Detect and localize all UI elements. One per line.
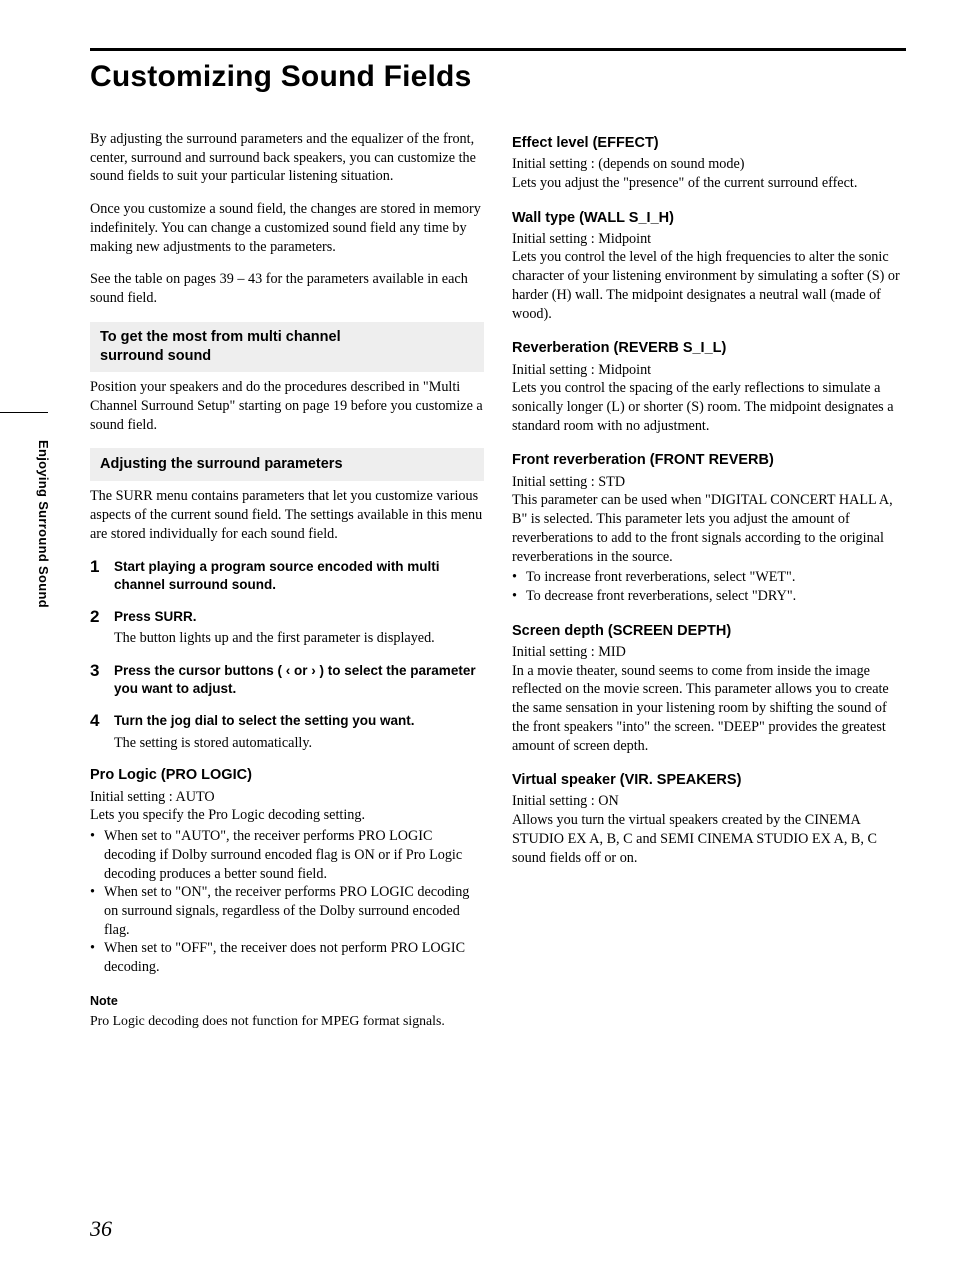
param-init: Initial setting : Midpoint xyxy=(512,230,906,249)
step-3: 3 Press the cursor buttons ( ‹ or › ) to… xyxy=(90,662,484,698)
step-num: 3 xyxy=(90,662,114,698)
step-body: Press SURR. The button lights up and the… xyxy=(114,608,484,648)
step-body: Turn the jog dial to select the setting … xyxy=(114,712,484,752)
step-plain: The button lights up and the first param… xyxy=(114,629,484,648)
param-title: Reverberation (REVERB S_I_L) xyxy=(512,339,906,358)
bullet-dot: • xyxy=(512,568,526,587)
box1-body: Position your speakers and do the proced… xyxy=(90,378,484,434)
param-title: Effect level (EFFECT) xyxy=(512,134,906,153)
step-bold: Turn the jog dial to select the setting … xyxy=(114,712,484,730)
side-tab xyxy=(0,412,48,430)
param-init: Initial setting : AUTO xyxy=(90,788,484,807)
step-2: 2 Press SURR. The button lights up and t… xyxy=(90,608,484,648)
param-body: Lets you control the level of the high f… xyxy=(512,248,906,323)
param-screen-depth: Screen depth (SCREEN DEPTH) Initial sett… xyxy=(512,622,906,756)
step-num: 2 xyxy=(90,608,114,648)
page-title: Customizing Sound Fields xyxy=(90,60,471,94)
content-columns: By adjusting the surround parameters and… xyxy=(90,130,906,1031)
intro-para-2: Once you customize a sound field, the ch… xyxy=(90,200,484,256)
step-num: 1 xyxy=(90,558,114,594)
param-body: This parameter can be used when "DIGITAL… xyxy=(512,491,906,566)
param-bullets: •To increase front reverberations, selec… xyxy=(512,568,906,605)
param-title: Virtual speaker (VIR. SPEAKERS) xyxy=(512,771,906,790)
step-num: 4 xyxy=(90,712,114,752)
page-number: 36 xyxy=(90,1216,112,1242)
bullet-dot: • xyxy=(512,587,526,606)
bullet-text: When set to "AUTO", the receiver perform… xyxy=(104,827,484,883)
step-plain: The setting is stored automatically. xyxy=(114,734,484,753)
bullet: •When set to "AUTO", the receiver perfor… xyxy=(90,827,484,883)
param-init: Initial setting : MID xyxy=(512,643,906,662)
intro-para-1: By adjusting the surround parameters and… xyxy=(90,130,484,186)
box-heading-line2: surround sound xyxy=(100,347,474,366)
param-effect: Effect level (EFFECT) Initial setting : … xyxy=(512,134,906,193)
bullet-dot: • xyxy=(90,939,104,976)
bullet-dot: • xyxy=(90,827,104,883)
bullet-text: To decrease front reverberations, select… xyxy=(526,587,796,606)
bullet: •When set to "OFF", the receiver does no… xyxy=(90,939,484,976)
step-bold: Press the cursor buttons ( ‹ or › ) to s… xyxy=(114,662,484,698)
bullet-text: When set to "OFF", the receiver does not… xyxy=(104,939,484,976)
box-heading-multichannel: To get the most from multi channel surro… xyxy=(90,322,484,372)
param-title: Front reverberation (FRONT REVERB) xyxy=(512,451,906,470)
box2-body: The SURR menu contains parameters that l… xyxy=(90,487,484,543)
bullet: •To decrease front reverberations, selec… xyxy=(512,587,906,606)
bullet: •To increase front reverberations, selec… xyxy=(512,568,906,587)
top-rule xyxy=(90,48,906,51)
param-prologic: Pro Logic (PRO LOGIC) Initial setting : … xyxy=(90,766,484,976)
param-init: Initial setting : (depends on sound mode… xyxy=(512,155,906,174)
step-bold: Press SURR. xyxy=(114,608,484,626)
right-column: Effect level (EFFECT) Initial setting : … xyxy=(512,130,906,1031)
left-column: By adjusting the surround parameters and… xyxy=(90,130,484,1031)
step-body: Press the cursor buttons ( ‹ or › ) to s… xyxy=(114,662,484,698)
box-heading-adjusting: Adjusting the surround parameters xyxy=(90,448,484,481)
bullet-dot: • xyxy=(90,883,104,939)
param-title: Screen depth (SCREEN DEPTH) xyxy=(512,622,906,641)
box-heading-line1: To get the most from multi channel xyxy=(100,328,474,347)
step-body: Start playing a program source encoded w… xyxy=(114,558,484,594)
param-front-reverb: Front reverberation (FRONT REVERB) Initi… xyxy=(512,451,906,605)
step-4: 4 Turn the jog dial to select the settin… xyxy=(90,712,484,752)
step-bold: Start playing a program source encoded w… xyxy=(114,558,484,594)
param-body: Allows you turn the virtual speakers cre… xyxy=(512,811,906,867)
param-bullets: •When set to "AUTO", the receiver perfor… xyxy=(90,827,484,977)
param-init: Initial setting : Midpoint xyxy=(512,361,906,380)
intro-para-3: See the table on pages 39 – 43 for the p… xyxy=(90,270,484,307)
param-lead: Lets you specify the Pro Logic decoding … xyxy=(90,806,484,825)
param-title: Wall type (WALL S_I_H) xyxy=(512,209,906,228)
note-label: Note xyxy=(90,993,484,1010)
param-wall: Wall type (WALL S_I_H) Initial setting :… xyxy=(512,209,906,324)
param-body: Lets you control the spacing of the earl… xyxy=(512,379,906,435)
side-section-label: Enjoying Surround Sound xyxy=(36,440,51,608)
step-1: 1 Start playing a program source encoded… xyxy=(90,558,484,594)
param-init: Initial setting : ON xyxy=(512,792,906,811)
param-virtual-speaker: Virtual speaker (VIR. SPEAKERS) Initial … xyxy=(512,771,906,867)
steps-list: 1 Start playing a program source encoded… xyxy=(90,558,484,753)
bullet-text: To increase front reverberations, select… xyxy=(526,568,795,587)
param-body: Lets you adjust the "presence" of the cu… xyxy=(512,174,906,193)
bullet: •When set to "ON", the receiver performs… xyxy=(90,883,484,939)
bullet-text: When set to "ON", the receiver performs … xyxy=(104,883,484,939)
param-reverb: Reverberation (REVERB S_I_L) Initial set… xyxy=(512,339,906,435)
param-init: Initial setting : STD xyxy=(512,473,906,492)
note-text: Pro Logic decoding does not function for… xyxy=(90,1012,484,1030)
param-title: Pro Logic (PRO LOGIC) xyxy=(90,766,484,785)
param-body: In a movie theater, sound seems to come … xyxy=(512,662,906,756)
